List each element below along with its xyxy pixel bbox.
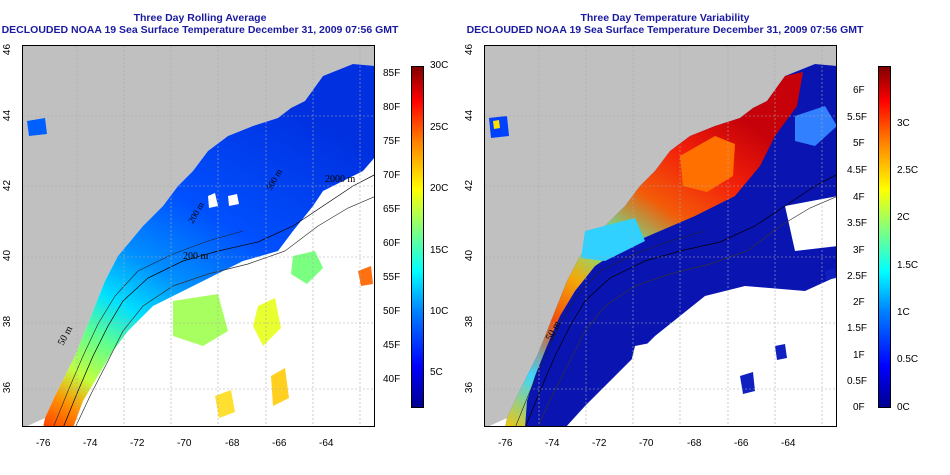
colorbar-f-label: 70F	[383, 170, 401, 181]
y-tick: 42	[464, 179, 476, 192]
x-tick: -72	[592, 438, 607, 449]
panel2-title-line2: DECLOUDED NOAA 19 Sea Surface Temperatur…	[466, 24, 864, 36]
x-tick: -64	[319, 438, 334, 449]
x-tick: -70	[639, 438, 654, 449]
panel1-colorbar	[411, 66, 424, 408]
colorbar-c-label: 10C	[430, 306, 449, 317]
x-tick: -74	[83, 438, 98, 449]
colorbar-f-label: 4F	[853, 192, 865, 203]
colorbar-f-label: 2F	[853, 297, 865, 308]
x-tick: -76	[36, 438, 51, 449]
colorbar-f-label: 5F	[853, 138, 865, 149]
colorbar-c-label: 3C	[897, 118, 910, 129]
contour-50m	[53, 230, 244, 426]
y-tick: 46	[464, 43, 476, 56]
x-tick: -64	[781, 438, 796, 449]
colorbar-f-label: 65F	[383, 204, 401, 215]
x-tick: -68	[225, 438, 240, 449]
panel1-title-line2: DECLOUDED NOAA 19 Sea Surface Temperatur…	[1, 24, 399, 36]
colorbar-c-label: 2C	[897, 212, 910, 223]
colorbar-c-label: 2.5C	[897, 165, 919, 176]
colorbar-f-label: 3.5F	[847, 218, 868, 229]
panel2-colorbar	[878, 66, 891, 408]
colorbar-f-label: 60F	[383, 238, 401, 249]
y-tick: 40	[2, 249, 14, 262]
x-tick: -72	[130, 438, 145, 449]
x-tick: -70	[177, 438, 192, 449]
colorbar-f-label: 85F	[383, 68, 401, 79]
panel2-title-line1: Three Day Temperature Variability	[580, 12, 750, 24]
contour-2000m	[75, 196, 374, 426]
colorbar-f-label: 80F	[383, 102, 401, 113]
colorbar-f-label: 1F	[853, 350, 865, 361]
colorbar-c-label: 0.5C	[897, 354, 919, 365]
x-tick: -74	[545, 438, 560, 449]
colorbar-f-label: 0F	[853, 402, 865, 413]
colorbar-f-label: 50F	[383, 306, 401, 317]
colorbar-c-label: 5C	[430, 367, 443, 378]
colorbar-f-label: 1.5F	[847, 323, 868, 334]
colorbar-f-label: 75F	[383, 136, 401, 147]
panel2-map: 50 m	[484, 45, 837, 427]
colorbar-c-label: 1.5C	[897, 260, 919, 271]
x-tick: -66	[272, 438, 287, 449]
y-tick: 46	[2, 43, 14, 56]
contour-label: 2000 m	[325, 174, 356, 185]
sst-field	[43, 64, 374, 426]
colorbar-f-label: 2.5F	[847, 271, 868, 282]
colorbar-c-label: 0C	[897, 402, 910, 413]
colorbar-f-label: 4.5F	[847, 165, 868, 176]
colorbar-f-label: 45F	[383, 340, 401, 351]
colorbar-c-label: 15C	[430, 245, 449, 256]
y-tick: 44	[464, 109, 476, 122]
y-tick: 42	[2, 179, 14, 192]
x-tick: -66	[734, 438, 749, 449]
y-tick: 38	[2, 315, 14, 328]
panel1-map: 2000 m 200 m 50 m 200 m 500 m	[22, 45, 375, 427]
colorbar-f-label: 3F	[853, 245, 865, 256]
colorbar-f-label: 0.5F	[847, 376, 868, 387]
y-tick: 40	[464, 249, 476, 262]
colorbar-c-label: 30C	[430, 60, 449, 71]
colorbar-c-label: 25C	[430, 122, 449, 133]
colorbar-f-label: 55F	[383, 272, 401, 283]
contour-label: 200 m	[183, 251, 209, 262]
y-tick: 36	[464, 381, 476, 394]
x-tick: -68	[687, 438, 702, 449]
colorbar-f-label: 40F	[383, 374, 401, 385]
y-tick: 36	[2, 381, 14, 394]
colorbar-c-label: 20C	[430, 183, 449, 194]
x-tick: -76	[498, 438, 513, 449]
y-tick: 44	[2, 109, 14, 122]
colorbar-f-label: 5.5F	[847, 112, 868, 123]
land-mass	[23, 46, 374, 426]
y-tick: 38	[464, 315, 476, 328]
colorbar-f-label: 6F	[853, 85, 865, 96]
colorbar-c-label: 1C	[897, 307, 910, 318]
panel1-title-line1: Three Day Rolling Average	[133, 12, 267, 24]
contour-200m	[63, 174, 374, 426]
